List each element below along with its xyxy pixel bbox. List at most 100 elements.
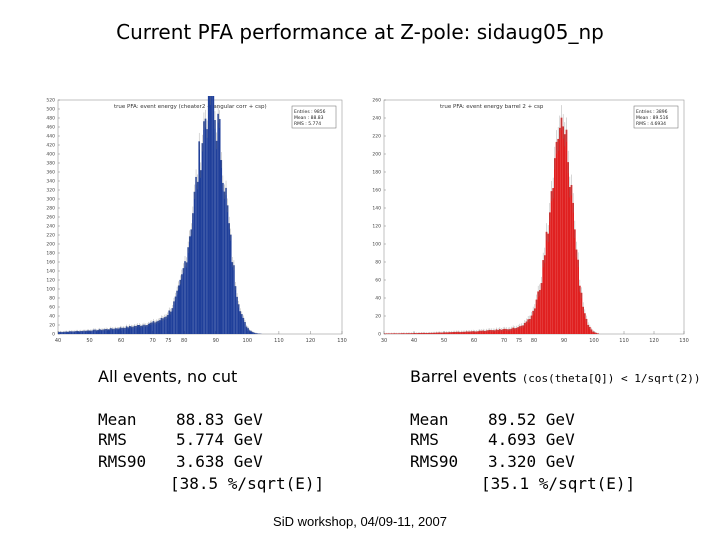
histogram-bar <box>62 331 65 334</box>
histogram-bar <box>81 331 84 334</box>
y-tick-label: 360 <box>46 170 55 176</box>
histogram-bar <box>515 327 518 334</box>
y-tick-label: 220 <box>46 233 55 239</box>
y-tick-label: 0 <box>378 332 381 338</box>
histogram-bar <box>73 331 76 334</box>
y-tick-label: 200 <box>46 242 55 248</box>
y-tick-label: 0 <box>52 332 55 338</box>
histogram-bar <box>147 323 150 334</box>
histogram-bar <box>218 119 221 334</box>
histogram-bar <box>505 329 508 334</box>
x-tick-label: 130 <box>679 338 689 344</box>
histogram-bar <box>130 326 133 334</box>
histogram-bar <box>517 327 519 334</box>
histogram-bar <box>176 290 178 334</box>
histogram-bar <box>225 187 227 334</box>
histogram-bar <box>574 229 576 334</box>
histogram-bar <box>214 120 216 334</box>
histogram-bar <box>83 330 85 334</box>
histogram-bar <box>497 329 499 334</box>
left-rms-value: 5.774 GeV <box>176 430 263 449</box>
histogram-bar <box>484 330 486 334</box>
histogram-bar <box>61 331 63 334</box>
y-tick-label: 40 <box>49 314 55 320</box>
histogram-bar <box>91 330 93 334</box>
y-tick-label: 500 <box>46 107 55 113</box>
footer: SiD workshop, 04/09-11, 2007 <box>273 514 447 529</box>
x-tick-label: 75 <box>165 338 171 344</box>
histogram-bar <box>537 291 539 334</box>
histogram-bar <box>479 330 481 334</box>
right-mean-value: 89.52 GeV <box>488 410 575 429</box>
histogram-bar <box>237 304 240 334</box>
histogram-bar <box>117 328 120 334</box>
y-tick-label: 160 <box>46 260 55 266</box>
x-tick-label: 40 <box>55 338 61 344</box>
histogram-bar <box>133 325 136 334</box>
left-mean-value: 88.83 GeV <box>176 410 263 429</box>
histogram-bar <box>231 262 234 334</box>
y-tick-label: 320 <box>46 188 55 194</box>
histogram-bar <box>86 330 88 334</box>
histogram-bar <box>125 326 128 334</box>
histogram-bar <box>200 170 202 334</box>
y-tick-label: 20 <box>375 314 381 320</box>
right-heading-cut: (cos(theta[Q]) < 1/sqrt(2)) <box>521 372 701 385</box>
histogram-bar <box>555 141 558 334</box>
histogram-bar <box>211 96 213 334</box>
y-tick-label: 140 <box>46 269 55 275</box>
left-rms90-label: RMS90 <box>98 452 147 471</box>
histogram-bar <box>489 329 491 334</box>
histogram-bar <box>102 329 104 334</box>
stats-box-rms: RMS : 5.774 <box>294 121 321 127</box>
histogram-bar <box>122 327 125 334</box>
histogram-bar <box>89 330 92 334</box>
histogram-bar <box>162 318 164 334</box>
histogram-bar <box>559 127 561 334</box>
plot-frame <box>383 99 685 335</box>
x-tick-label: 130 <box>337 338 347 344</box>
histogram-bar <box>154 322 156 334</box>
histogram-bar <box>69 331 71 334</box>
histogram-bar <box>149 322 152 334</box>
histogram-bar <box>84 330 87 334</box>
y-tick-label: 260 <box>46 215 55 221</box>
histogram-bar <box>530 315 533 334</box>
histogram-bar <box>155 321 158 334</box>
histogram-bar <box>245 326 248 334</box>
y-tick-label: 60 <box>375 278 381 284</box>
right-mean-label: Mean <box>410 410 449 429</box>
histogram-bar <box>217 113 219 334</box>
histogram-bar <box>95 330 98 334</box>
histogram-bar <box>195 176 197 334</box>
right-rms90-label: RMS90 <box>410 452 459 471</box>
histogram-bar <box>196 181 199 334</box>
y-tick-label: 280 <box>46 206 55 212</box>
histogram-bar <box>106 329 109 334</box>
histogram-bar <box>108 329 111 334</box>
histogram-bar <box>204 118 207 335</box>
histogram-bar <box>170 311 172 334</box>
histogram-bar <box>110 328 112 334</box>
histogram-bar <box>138 325 141 334</box>
y-tick-label: 40 <box>375 296 381 302</box>
histogram-bar <box>87 330 90 334</box>
histogram-bar <box>114 328 117 334</box>
histogram-bar <box>487 330 489 334</box>
left-stats: Mean <box>98 410 137 430</box>
y-tick-label: 100 <box>46 287 55 293</box>
histogram-bar <box>173 301 175 334</box>
y-tick-label: 380 <box>46 161 55 167</box>
histogram-bar <box>124 327 126 334</box>
histogram-bar <box>540 283 543 334</box>
histogram-bar <box>185 262 188 334</box>
histogram-bar <box>562 126 564 334</box>
histogram-bar <box>242 317 245 334</box>
right-rms-label: RMS <box>410 430 439 449</box>
histogram-bar <box>206 129 208 334</box>
histogram-bar <box>146 325 148 334</box>
histogram-bar <box>168 310 171 334</box>
histogram-bar <box>585 318 588 334</box>
histogram-bar <box>220 160 223 334</box>
histogram-bar <box>222 182 224 334</box>
